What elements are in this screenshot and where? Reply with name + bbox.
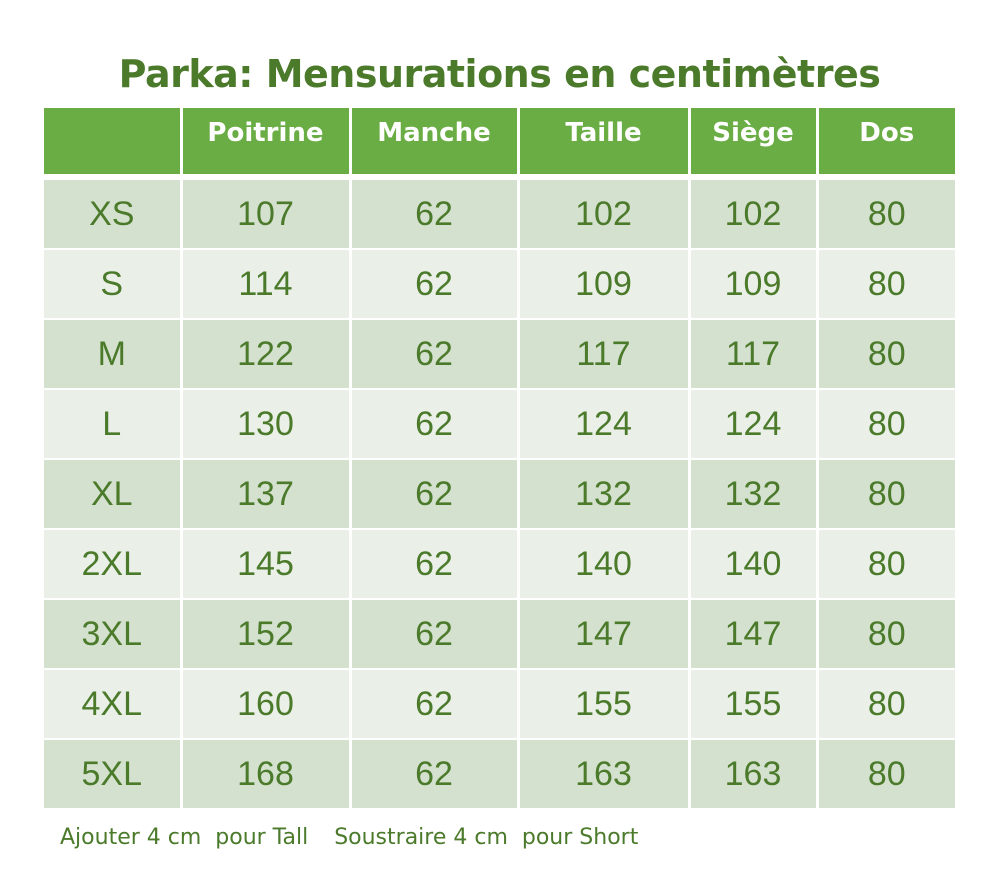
footnote-short: Soustraire 4 cm pour Short <box>334 825 639 850</box>
table-cell: 109 <box>518 249 691 320</box>
table-cell: 145 <box>181 529 352 600</box>
footnote-tall: Ajouter 4 cm pour Tall <box>60 825 309 850</box>
table-row: 3XL 152 62 147 147 80 <box>44 599 955 670</box>
table-cell: 163 <box>689 739 819 810</box>
header-cell-size <box>44 108 183 180</box>
table-cell: 137 <box>181 459 352 530</box>
table-cell: 117 <box>518 319 691 390</box>
header-cell-taille: Taille <box>518 108 691 180</box>
table-cell: 117 <box>689 319 819 390</box>
table-cell: 62 <box>350 529 520 600</box>
table-row: 4XL 160 62 155 155 80 <box>44 669 955 740</box>
table-cell: 62 <box>350 459 520 530</box>
table-cell: 132 <box>518 459 691 530</box>
table-cell: 140 <box>689 529 819 600</box>
table-cell: 147 <box>518 599 691 670</box>
table-cell: 80 <box>817 669 955 740</box>
table-row: XS 107 62 102 102 80 <box>44 177 955 250</box>
size-label: XS <box>44 177 183 250</box>
table-row: 5XL 168 62 163 163 80 <box>44 739 955 810</box>
table-cell: 155 <box>518 669 691 740</box>
table-cell: 140 <box>518 529 691 600</box>
table-row: L 130 62 124 124 80 <box>44 389 955 460</box>
table-cell: 122 <box>181 319 352 390</box>
table-cell: 132 <box>689 459 819 530</box>
table-cell: 62 <box>350 319 520 390</box>
table-cell: 62 <box>350 249 520 320</box>
table-row: 2XL 145 62 140 140 80 <box>44 529 955 600</box>
size-label: L <box>44 389 183 460</box>
size-label: XL <box>44 459 183 530</box>
header-cell-siege: Siège <box>689 108 819 180</box>
table-cell: 80 <box>817 177 955 250</box>
table-cell: 80 <box>817 249 955 320</box>
table-cell: 107 <box>181 177 352 250</box>
table-cell: 80 <box>817 389 955 460</box>
table-cell: 80 <box>817 459 955 530</box>
size-label: 3XL <box>44 599 183 670</box>
table-cell: 102 <box>518 177 691 250</box>
header-cell-poitrine: Poitrine <box>181 108 352 180</box>
table-cell: 62 <box>350 669 520 740</box>
table-cell: 102 <box>689 177 819 250</box>
size-label: 5XL <box>44 739 183 810</box>
table-row: XL 137 62 132 132 80 <box>44 459 955 530</box>
table-cell: 155 <box>689 669 819 740</box>
table-cell: 62 <box>350 177 520 250</box>
table-cell: 62 <box>350 599 520 670</box>
table-cell: 80 <box>817 319 955 390</box>
table-cell: 168 <box>181 739 352 810</box>
table-cell: 80 <box>817 739 955 810</box>
header-cell-manche: Manche <box>350 108 520 180</box>
table-cell: 109 <box>689 249 819 320</box>
table-row: M 122 62 117 117 80 <box>44 319 955 390</box>
size-label: 2XL <box>44 529 183 600</box>
table-cell: 124 <box>518 389 691 460</box>
header-cell-dos: Dos <box>817 108 955 180</box>
size-label: S <box>44 249 183 320</box>
table-cell: 80 <box>817 529 955 600</box>
table-cell: 152 <box>181 599 352 670</box>
table-cell: 114 <box>181 249 352 320</box>
table-cell: 62 <box>350 389 520 460</box>
page-title: Parka: Mensurations en centimètres <box>118 52 881 96</box>
size-chart-table: Poitrine Manche Taille Siège Dos XS 107 … <box>44 108 955 810</box>
table-cell: 80 <box>817 599 955 670</box>
table-row: S 114 62 109 109 80 <box>44 249 955 320</box>
size-label: M <box>44 319 183 390</box>
table-cell: 62 <box>350 739 520 810</box>
table-cell: 163 <box>518 739 691 810</box>
table-cell: 124 <box>689 389 819 460</box>
size-label: 4XL <box>44 669 183 740</box>
table-cell: 160 <box>181 669 352 740</box>
header-row: Poitrine Manche Taille Siège Dos <box>44 108 955 180</box>
table-cell: 130 <box>181 389 352 460</box>
table-cell: 147 <box>689 599 819 670</box>
footnotes: Ajouter 4 cm pour Tall Soustraire 4 cm po… <box>60 822 638 854</box>
